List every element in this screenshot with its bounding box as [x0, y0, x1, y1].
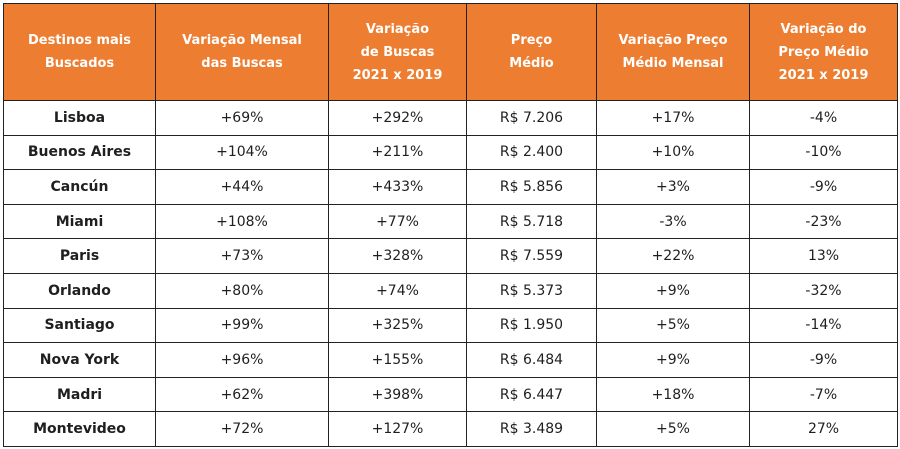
cell-preco-medio: R$ 6.447 [466, 376, 597, 413]
cell-variacao-mensal-buscas: +96% [155, 342, 329, 378]
table-row: Cancún +44% +433% R$ 5.856 +3% -9% [3, 169, 898, 205]
header-preco-medio: Preço Médio [466, 3, 597, 101]
cell-variacao-preco-2021-2019: -10% [749, 134, 898, 171]
header-line: Buscados [44, 56, 115, 71]
cell-variacao-mensal-buscas: +73% [155, 238, 329, 274]
cell-preco-medio: R$ 7.559 [466, 238, 597, 274]
table-row: Buenos Aires +104% +211% R$ 2.400 +10% -10% [3, 134, 898, 171]
cell-variacao-preco-2021-2019: -9% [749, 169, 898, 205]
cell-variacao-mensal-buscas: +104% [155, 134, 329, 171]
cell-variacao-buscas-2021-2019: +398% [328, 376, 467, 413]
header-line: das Buscas [201, 56, 283, 71]
table-row: Santiago +99% +325% R$ 1.950 +5% -14% [3, 307, 898, 344]
cell-variacao-mensal-buscas: +72% [155, 411, 329, 447]
header-variacao-preco-2021-2019: Variação do Preço Médio 2021 x 2019 [749, 3, 898, 101]
cell-variacao-preco-mensal: +10% [596, 134, 750, 171]
table-row: Nova York +96% +155% R$ 6.484 +9% -9% [3, 342, 898, 378]
cell-variacao-buscas-2021-2019: +325% [328, 307, 467, 344]
table-row: Paris +73% +328% R$ 7.559 +22% 13% [3, 238, 898, 274]
cell-preco-medio: R$ 3.489 [466, 411, 597, 447]
cell-variacao-preco-mensal: -3% [596, 203, 750, 240]
cell-variacao-preco-2021-2019: -9% [749, 342, 898, 378]
cell-preco-medio: R$ 5.373 [466, 272, 597, 309]
table-row: Madri +62% +398% R$ 6.447 +18% -7% [3, 376, 898, 413]
cell-variacao-preco-2021-2019: 27% [749, 411, 898, 447]
header-variacao-mensal-buscas: Variação Mensal das Buscas [155, 3, 329, 101]
cell-destino: Miami [3, 203, 156, 240]
cell-destino: Madri [3, 376, 156, 413]
cell-destino: Orlando [3, 272, 156, 309]
cell-destino: Cancún [3, 169, 156, 205]
cell-variacao-preco-mensal: +9% [596, 342, 750, 378]
cell-destino: Paris [3, 238, 156, 274]
cell-destino: Montevideo [3, 411, 156, 447]
cell-variacao-preco-2021-2019: -32% [749, 272, 898, 309]
cell-variacao-mensal-buscas: +80% [155, 272, 329, 309]
header-line: de Buscas [360, 44, 435, 60]
cell-variacao-mensal-buscas: +99% [155, 307, 329, 344]
table-row: Lisboa +69% +292% R$ 7.206 +17% -4% [3, 100, 898, 136]
header-variacao-buscas-2021-2019: Variação de Buscas 2021 x 2019 [328, 3, 467, 101]
header-line: Variação do [780, 21, 867, 37]
cell-variacao-buscas-2021-2019: +211% [328, 134, 467, 171]
cell-variacao-mensal-buscas: +62% [155, 376, 329, 413]
header-line: Preço [510, 33, 553, 48]
cell-variacao-buscas-2021-2019: +433% [328, 169, 467, 205]
cell-variacao-buscas-2021-2019: +77% [328, 203, 467, 240]
header-line: Médio Mensal [622, 56, 724, 71]
cell-variacao-preco-mensal: +5% [596, 411, 750, 447]
cell-variacao-mensal-buscas: +69% [155, 100, 329, 136]
cell-variacao-preco-2021-2019: -7% [749, 376, 898, 413]
cell-variacao-mensal-buscas: +44% [155, 169, 329, 205]
header-row: Destinos mais Buscados Variação Mensal d… [3, 3, 898, 101]
header-destinos: Destinos mais Buscados [3, 3, 156, 101]
cell-variacao-buscas-2021-2019: +127% [328, 411, 467, 447]
table-row: Orlando +80% +74% R$ 5.373 +9% -32% [3, 272, 898, 309]
cell-preco-medio: R$ 2.400 [466, 134, 597, 171]
header-variacao-preco-mensal: Variação Preço Médio Mensal [596, 3, 750, 101]
cell-variacao-buscas-2021-2019: +292% [328, 100, 467, 136]
cell-variacao-buscas-2021-2019: +155% [328, 342, 467, 378]
cell-variacao-preco-2021-2019: -14% [749, 307, 898, 344]
cell-variacao-buscas-2021-2019: +74% [328, 272, 467, 309]
destinations-table: Destinos mais Buscados Variação Mensal d… [3, 3, 898, 447]
cell-destino: Lisboa [3, 100, 156, 136]
cell-preco-medio: R$ 1.950 [466, 307, 597, 344]
cell-variacao-mensal-buscas: +108% [155, 203, 329, 240]
cell-destino: Buenos Aires [3, 134, 156, 171]
cell-preco-medio: R$ 5.718 [466, 203, 597, 240]
cell-destino: Nova York [3, 342, 156, 378]
cell-variacao-preco-2021-2019: -4% [749, 100, 898, 136]
header-line: Médio [509, 56, 554, 71]
header-line: Variação Preço [618, 33, 728, 48]
cell-variacao-preco-2021-2019: 13% [749, 238, 898, 274]
header-line: Variação Mensal [182, 33, 302, 48]
cell-preco-medio: R$ 6.484 [466, 342, 597, 378]
cell-variacao-preco-mensal: +3% [596, 169, 750, 205]
cell-preco-medio: R$ 5.856 [466, 169, 597, 205]
cell-variacao-preco-mensal: +18% [596, 376, 750, 413]
table-row: Montevideo +72% +127% R$ 3.489 +5% 27% [3, 411, 898, 447]
header-line: 2021 x 2019 [778, 67, 869, 83]
header-line: Preço Médio [778, 44, 869, 60]
cell-variacao-preco-2021-2019: -23% [749, 203, 898, 240]
cell-variacao-preco-mensal: +9% [596, 272, 750, 309]
cell-variacao-preco-mensal: +22% [596, 238, 750, 274]
cell-variacao-buscas-2021-2019: +328% [328, 238, 467, 274]
header-line: 2021 x 2019 [352, 67, 443, 83]
cell-destino: Santiago [3, 307, 156, 344]
cell-variacao-preco-mensal: +5% [596, 307, 750, 344]
header-line: Destinos mais [28, 33, 131, 48]
cell-variacao-preco-mensal: +17% [596, 100, 750, 136]
table-row: Miami +108% +77% R$ 5.718 -3% -23% [3, 203, 898, 240]
cell-preco-medio: R$ 7.206 [466, 100, 597, 136]
header-line: Variação [365, 21, 430, 37]
